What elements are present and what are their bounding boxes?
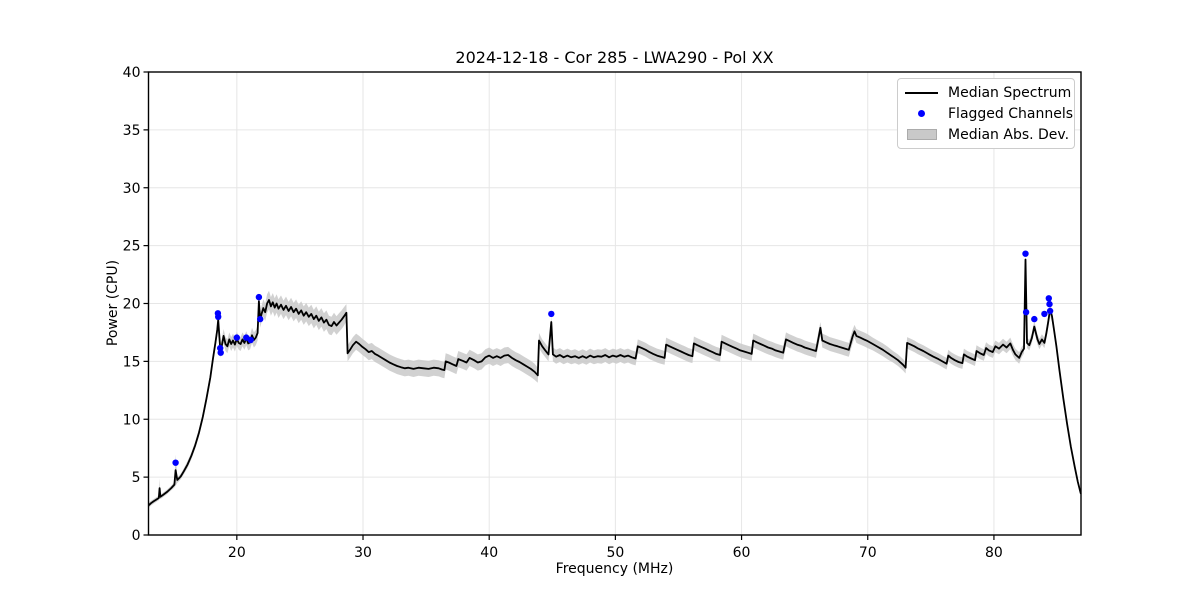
flagged-channel-dot bbox=[217, 349, 224, 356]
median-spectrum-line bbox=[148, 258, 1082, 506]
flagged-channel-dot bbox=[1041, 310, 1048, 318]
flagged-channel-dot bbox=[1046, 300, 1053, 308]
flagged-channel-dot bbox=[548, 310, 555, 318]
chart-title: 2024-12-18 - Cor 285 - LWA290 - Pol XX bbox=[455, 48, 774, 67]
flagged-channel-dot bbox=[247, 336, 254, 344]
y-tick-label: 15 bbox=[123, 354, 141, 370]
legend-label: Flagged Channels bbox=[948, 105, 1074, 122]
legend-label: Median Spectrum bbox=[948, 84, 1072, 101]
x-tick-label: 20 bbox=[228, 545, 246, 561]
legend-item-median-abs-dev: Median Abs. Dev. bbox=[905, 124, 1070, 145]
x-tick-label: 70 bbox=[859, 545, 877, 561]
flagged-channel-dot bbox=[215, 313, 222, 320]
flagged-channel-dot bbox=[1045, 295, 1053, 302]
legend-line-swatch bbox=[905, 91, 938, 94]
flagged-channel-dot bbox=[172, 459, 179, 466]
y-tick-label: 30 bbox=[123, 181, 141, 197]
x-tick-label: 80 bbox=[985, 545, 1003, 561]
flagged-channel-dot bbox=[257, 315, 264, 323]
y-tick-label: 25 bbox=[123, 239, 141, 255]
x-tick-label: 50 bbox=[606, 545, 624, 561]
legend-item-flagged-channels: Flagged Channels bbox=[905, 103, 1073, 124]
flagged-channel-dot bbox=[1022, 309, 1030, 316]
legend-dot-swatch bbox=[905, 110, 938, 117]
x-tick-label: 40 bbox=[480, 545, 498, 561]
legend: Median Spectrum Flagged Channels Median Ab… bbox=[897, 78, 1075, 149]
legend-label: Median Abs. Dev. bbox=[948, 126, 1070, 143]
flagged-channel-dot bbox=[255, 293, 263, 301]
y-tick-label: 5 bbox=[132, 470, 141, 486]
flagged-channel-dot bbox=[1031, 315, 1038, 323]
flagged-channel-dot bbox=[1046, 307, 1054, 315]
legend-item-median-spectrum: Median Spectrum bbox=[905, 82, 1071, 103]
flagged-channel-dot bbox=[233, 334, 240, 341]
y-tick-label: 40 bbox=[123, 65, 141, 81]
y-tick-label: 0 bbox=[132, 528, 141, 544]
flagged-channel-dot bbox=[1022, 250, 1029, 257]
x-axis-label: Frequency (MHz) bbox=[555, 561, 674, 577]
y-tick-label: 10 bbox=[123, 412, 141, 428]
y-tick-label: 20 bbox=[123, 297, 141, 313]
y-axis-label: Power (CPU) bbox=[105, 259, 121, 347]
x-tick-label: 30 bbox=[354, 545, 372, 561]
legend-band-swatch bbox=[905, 129, 938, 140]
x-tick-label: 60 bbox=[733, 545, 751, 561]
y-tick-label: 35 bbox=[123, 123, 141, 139]
